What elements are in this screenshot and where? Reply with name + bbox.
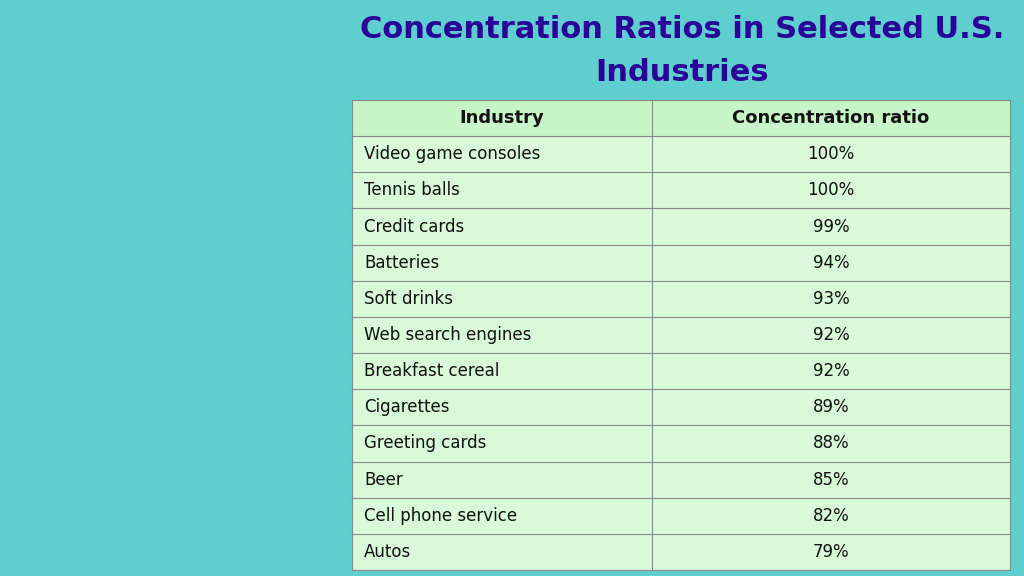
Text: 94%: 94% — [813, 253, 849, 272]
Text: 85%: 85% — [813, 471, 849, 488]
Text: Credit cards: Credit cards — [365, 218, 465, 236]
Text: 100%: 100% — [807, 181, 855, 199]
Text: 79%: 79% — [813, 543, 849, 561]
Text: Batteries: Batteries — [365, 253, 439, 272]
Text: Soft drinks: Soft drinks — [365, 290, 454, 308]
Text: Greeting cards: Greeting cards — [365, 434, 486, 453]
Text: 93%: 93% — [813, 290, 849, 308]
Text: 92%: 92% — [813, 362, 849, 380]
Text: Web search engines: Web search engines — [365, 326, 531, 344]
Text: Video game consoles: Video game consoles — [365, 145, 541, 163]
Text: Tennis balls: Tennis balls — [365, 181, 460, 199]
Text: Cell phone service: Cell phone service — [365, 507, 517, 525]
Text: Breakfast cereal: Breakfast cereal — [365, 362, 500, 380]
Text: Beer: Beer — [365, 471, 403, 488]
Text: Industries: Industries — [595, 58, 769, 87]
Text: Industry: Industry — [460, 109, 545, 127]
Text: 92%: 92% — [813, 326, 849, 344]
Text: Autos: Autos — [365, 543, 412, 561]
Text: Concentration Ratios in Selected U.S.: Concentration Ratios in Selected U.S. — [359, 15, 1005, 44]
Text: 100%: 100% — [807, 145, 855, 163]
Text: Cigarettes: Cigarettes — [365, 399, 450, 416]
Text: 99%: 99% — [813, 218, 849, 236]
Text: 89%: 89% — [813, 399, 849, 416]
Text: 82%: 82% — [813, 507, 849, 525]
Text: 88%: 88% — [813, 434, 849, 453]
Text: Concentration ratio: Concentration ratio — [732, 109, 930, 127]
